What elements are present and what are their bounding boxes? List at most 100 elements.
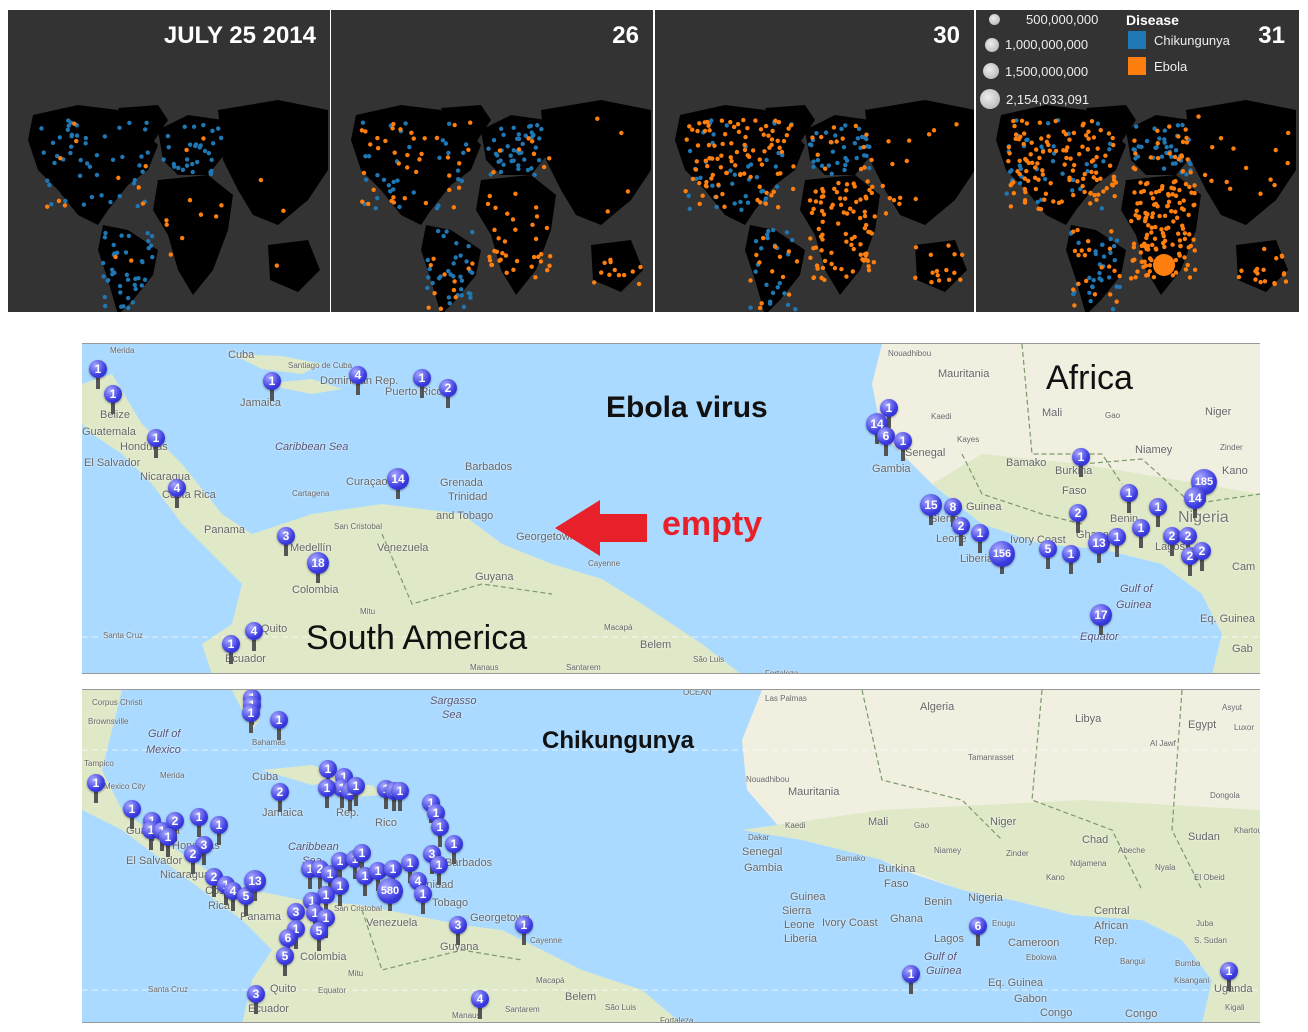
chikungunya-dot xyxy=(102,294,108,300)
marker-pin xyxy=(1099,619,1103,635)
marker-count: 1 xyxy=(147,429,165,447)
chikungunya-dot xyxy=(1042,176,1048,182)
marker-count: 6 xyxy=(877,427,895,445)
place-label: Leone xyxy=(784,919,815,931)
ebola-dot xyxy=(715,156,720,162)
ebola-dot xyxy=(1236,274,1242,280)
ebola-dot xyxy=(1101,189,1106,194)
legend-item-chikungunya[interactable]: Chikungunya xyxy=(1128,31,1230,49)
marker-count: 1 xyxy=(515,916,533,934)
chikungunya-dot xyxy=(435,228,441,234)
ebola-dot xyxy=(1210,144,1215,150)
ebola-dot xyxy=(1184,140,1190,145)
marker-count: 1 xyxy=(1220,962,1238,980)
ebola-dot xyxy=(1166,199,1172,205)
ebola-dot xyxy=(944,267,949,273)
legend-item-ebola[interactable]: Ebola xyxy=(1128,57,1187,75)
chikungunya-dot xyxy=(89,194,95,200)
ebola-dot xyxy=(719,118,725,123)
ebola-dot xyxy=(734,149,740,155)
chikungunya-dot xyxy=(777,280,782,286)
ebola-dot xyxy=(1030,160,1035,166)
chikungunya-dot xyxy=(1161,166,1167,171)
ebola-dot xyxy=(1143,243,1149,248)
ebola-dot xyxy=(743,134,748,140)
ebola-map[interactable]: Merida Cuba Santiago de Cuba Jamaica Dominic… xyxy=(82,343,1260,674)
ebola-dot xyxy=(198,212,204,217)
ebola-dot xyxy=(759,162,765,167)
marker-count: 1 xyxy=(210,816,228,834)
place-label: Sargasso xyxy=(430,695,477,707)
chikungunya-dot xyxy=(753,238,759,244)
marker-count: 1 xyxy=(880,399,898,417)
ebola-dot xyxy=(533,205,539,210)
place-label: Cayenne xyxy=(530,936,563,945)
place-label: Chikungunya xyxy=(542,727,695,754)
chikungunya-dot xyxy=(126,233,132,239)
ebola-dot xyxy=(1086,136,1091,141)
chikungunya-dot xyxy=(94,153,100,158)
ebola-dot xyxy=(184,147,189,153)
ebola-dot xyxy=(886,139,891,144)
ebola-dot xyxy=(883,211,889,216)
marker-pin xyxy=(270,385,274,401)
ebola-dot xyxy=(1013,136,1018,142)
chikungunya-dot xyxy=(687,148,693,154)
red-arrow-icon xyxy=(555,500,647,556)
chikungunya-dot xyxy=(811,164,816,170)
chikungunya-dot xyxy=(843,123,848,128)
ebola-dot xyxy=(1149,257,1154,263)
ebola-dot xyxy=(1109,182,1115,187)
marker-count: 1 xyxy=(384,860,402,878)
ebola-dot xyxy=(1139,243,1144,249)
ebola-dot xyxy=(1032,165,1038,170)
chikungunya-dot xyxy=(819,163,825,169)
ebola-dot xyxy=(1173,270,1179,275)
ebola-dot xyxy=(1179,154,1185,159)
chikungunya-dot xyxy=(724,123,729,128)
place-label: Senegal xyxy=(742,846,783,858)
chikungunya-dot xyxy=(529,135,535,140)
ebola-dot xyxy=(1008,204,1014,209)
chikungunya-dot xyxy=(501,132,506,138)
ebola-dot xyxy=(1046,142,1051,148)
world-map xyxy=(351,100,651,312)
chikungunya-map[interactable]: Corpus Christi Brownsville Gulf of Mexico Ta… xyxy=(82,689,1260,1023)
place-label: Mexico City xyxy=(104,782,146,791)
place-label: Rico xyxy=(375,817,398,829)
ebola-dot xyxy=(1157,213,1162,219)
chikungunya-dot xyxy=(1157,136,1162,141)
chikungunya-dot xyxy=(529,166,534,171)
chikungunya-dot xyxy=(137,163,142,168)
ebola-dot xyxy=(442,272,447,277)
chikungunya-dot xyxy=(1168,144,1174,149)
ebola-dot xyxy=(608,259,613,265)
chikungunya-dot xyxy=(190,169,195,175)
place-label: Eq. Guinea xyxy=(1200,613,1256,625)
ebola-dot xyxy=(818,234,824,239)
marker-count: 1 xyxy=(971,524,989,542)
ebola-dot xyxy=(847,206,853,211)
place-label: Barbados xyxy=(465,461,513,473)
ebola-dot xyxy=(391,195,396,200)
ebola-dot xyxy=(742,147,748,153)
ebola-dot xyxy=(1183,127,1188,132)
chikungunya-dot xyxy=(1135,154,1141,159)
chikungunya-dot xyxy=(459,278,465,283)
legend-size-label: 1,500,000,000 xyxy=(1005,63,1089,79)
place-label: Brazzaville xyxy=(1026,1022,1065,1023)
ebola-dot xyxy=(851,181,856,186)
marker-pin xyxy=(392,795,396,811)
chikungunya-dot xyxy=(363,154,368,159)
ebola-dot xyxy=(1283,279,1289,284)
marker-pin xyxy=(396,483,400,499)
chikungunya-dot xyxy=(539,126,544,132)
chikungunya-dot xyxy=(1112,257,1117,263)
chikungunya-dot xyxy=(111,242,116,248)
place-label: Santiago de Cuba xyxy=(288,361,353,370)
marker-pin xyxy=(252,635,256,651)
ebola-dot xyxy=(1036,177,1041,182)
ebola-dot xyxy=(1047,148,1053,153)
chikungunya-dot xyxy=(839,126,844,132)
marker-pin xyxy=(284,540,288,556)
